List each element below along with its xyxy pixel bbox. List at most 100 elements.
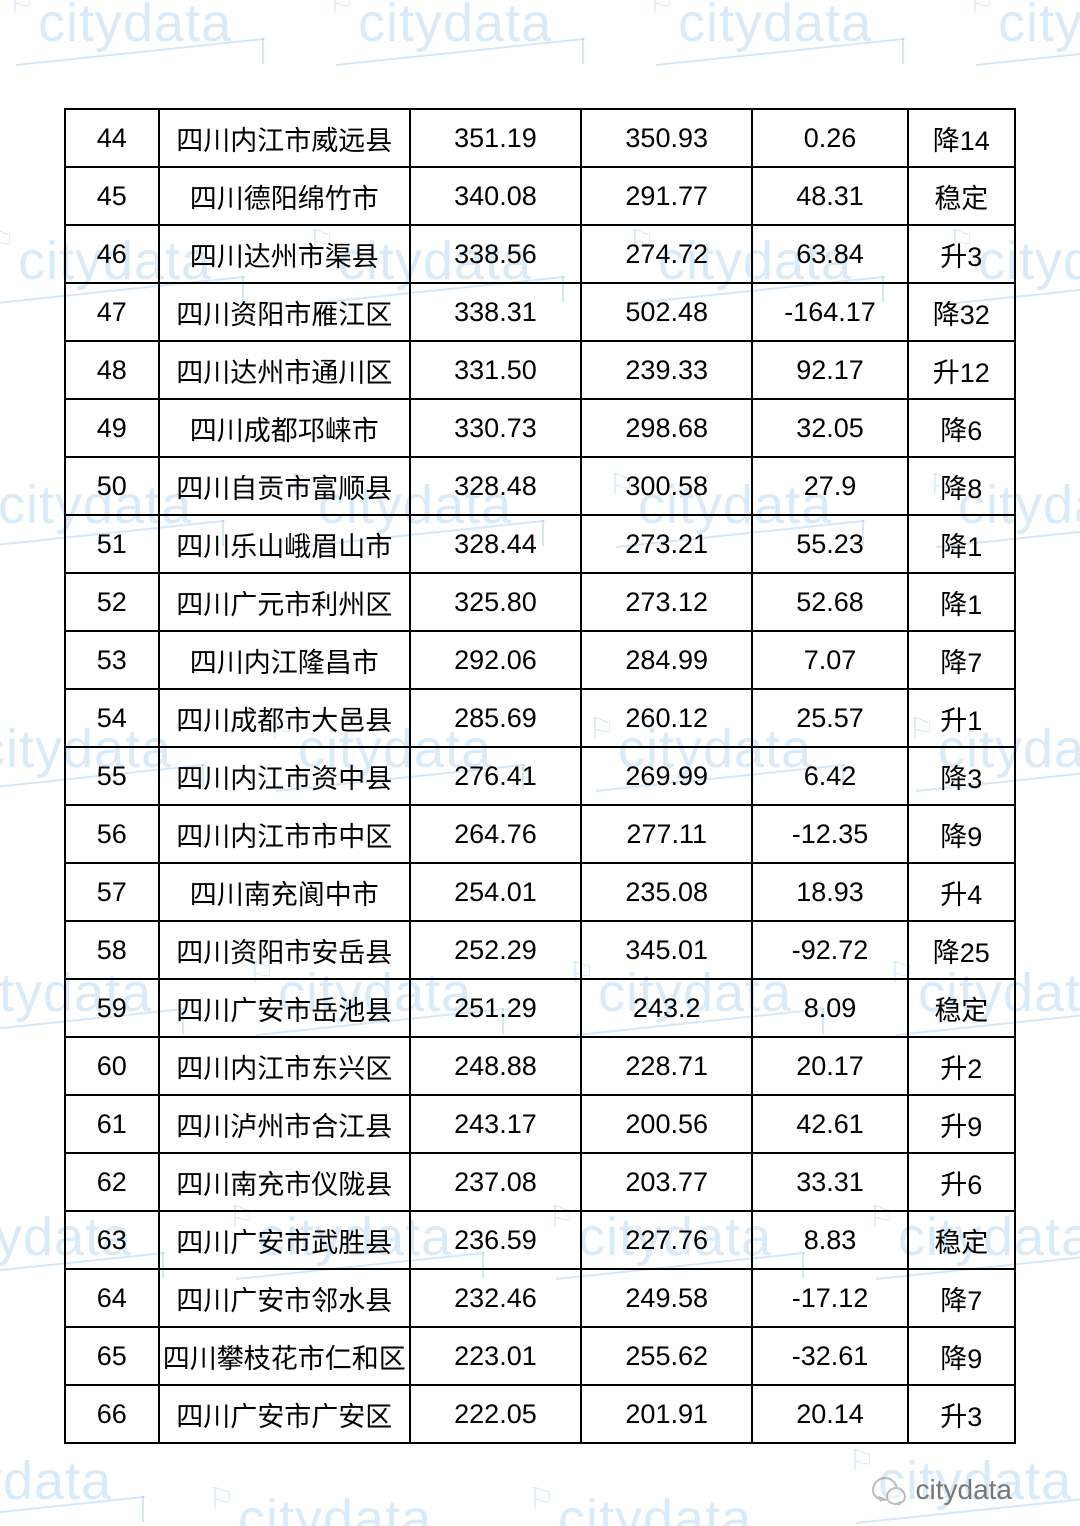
watermark-flag-icon: ⚐ <box>8 0 36 21</box>
watermark-flag-icon: ⚐ <box>648 0 676 21</box>
table-row: 46四川达州市渠县338.56274.7263.84升3 <box>65 225 1015 283</box>
change-cell: 稳定 <box>908 1211 1015 1269</box>
watermark-flag-icon: ⚐ <box>328 0 356 21</box>
value2-cell: 350.93 <box>581 109 752 167</box>
value1-cell: 325.80 <box>410 573 581 631</box>
change-cell: 降9 <box>908 1327 1015 1385</box>
region-cell: 四川内江隆昌市 <box>159 631 410 689</box>
diff-cell: 63.84 <box>752 225 907 283</box>
value1-cell: 351.19 <box>410 109 581 167</box>
rank-cell: 58 <box>65 921 159 979</box>
rank-cell: 56 <box>65 805 159 863</box>
change-cell: 降7 <box>908 631 1015 689</box>
rank-cell: 53 <box>65 631 159 689</box>
region-cell: 四川广安市岳池县 <box>159 979 410 1037</box>
watermark-text: citydata <box>38 0 232 54</box>
value2-cell: 291.77 <box>581 167 752 225</box>
table-row: 47四川资阳市雁江区338.31502.48-164.17降32 <box>65 283 1015 341</box>
table-row: 60四川内江市东兴区248.88228.7120.17升2 <box>65 1037 1015 1095</box>
rank-cell: 47 <box>65 283 159 341</box>
change-cell: 稳定 <box>908 979 1015 1037</box>
change-cell: 升6 <box>908 1153 1015 1211</box>
value1-cell: 237.08 <box>410 1153 581 1211</box>
value1-cell: 248.88 <box>410 1037 581 1095</box>
watermark-underline <box>16 38 265 66</box>
watermark-tick <box>262 38 264 64</box>
watermark-flag-icon: ⚐ <box>968 0 996 21</box>
region-cell: 四川德阳绵竹市 <box>159 167 410 225</box>
wechat-icon <box>872 1475 906 1505</box>
value2-cell: 345.01 <box>581 921 752 979</box>
value2-cell: 203.77 <box>581 1153 752 1211</box>
region-cell: 四川广安市武胜县 <box>159 1211 410 1269</box>
diff-cell: -17.12 <box>752 1269 907 1327</box>
table-row: 63四川广安市武胜县236.59227.768.83稳定 <box>65 1211 1015 1269</box>
change-cell: 降32 <box>908 283 1015 341</box>
value2-cell: 243.2 <box>581 979 752 1037</box>
value2-cell: 273.12 <box>581 573 752 631</box>
value1-cell: 236.59 <box>410 1211 581 1269</box>
table-row: 57四川南充阆中市254.01235.0818.93升4 <box>65 863 1015 921</box>
value2-cell: 260.12 <box>581 689 752 747</box>
diff-cell: 52.68 <box>752 573 907 631</box>
value1-cell: 276.41 <box>410 747 581 805</box>
watermark-text: citydata <box>238 1488 432 1526</box>
region-cell: 四川成都邛崃市 <box>159 399 410 457</box>
watermark-flag-icon: ⚐ <box>208 1482 236 1517</box>
region-cell: 四川广元市利州区 <box>159 573 410 631</box>
diff-cell: 0.26 <box>752 109 907 167</box>
value2-cell: 277.11 <box>581 805 752 863</box>
value1-cell: 328.48 <box>410 457 581 515</box>
watermark-tick <box>902 38 904 64</box>
table-row: 62四川南充市仪陇县237.08203.7733.31升6 <box>65 1153 1015 1211</box>
region-cell: 四川南充市仪陇县 <box>159 1153 410 1211</box>
value1-cell: 340.08 <box>410 167 581 225</box>
footer-credit: citydata <box>872 1474 1013 1506</box>
value1-cell: 252.29 <box>410 921 581 979</box>
value1-cell: 232.46 <box>410 1269 581 1327</box>
rank-cell: 55 <box>65 747 159 805</box>
value2-cell: 274.72 <box>581 225 752 283</box>
table-row: 64四川广安市邻水县232.46249.58-17.12降7 <box>65 1269 1015 1327</box>
region-cell: 四川内江市威远县 <box>159 109 410 167</box>
value2-cell: 255.62 <box>581 1327 752 1385</box>
diff-cell: 8.83 <box>752 1211 907 1269</box>
value2-cell: 239.33 <box>581 341 752 399</box>
region-cell: 四川内江市资中县 <box>159 747 410 805</box>
rank-cell: 44 <box>65 109 159 167</box>
region-cell: 四川资阳市安岳县 <box>159 921 410 979</box>
diff-cell: 27.9 <box>752 457 907 515</box>
value2-cell: 269.99 <box>581 747 752 805</box>
region-cell: 四川南充阆中市 <box>159 863 410 921</box>
change-cell: 降7 <box>908 1269 1015 1327</box>
change-cell: 升1 <box>908 689 1015 747</box>
value2-cell: 284.99 <box>581 631 752 689</box>
watermark-text: citydata <box>558 1488 752 1526</box>
change-cell: 升12 <box>908 341 1015 399</box>
rank-cell: 63 <box>65 1211 159 1269</box>
rank-cell: 60 <box>65 1037 159 1095</box>
region-cell: 四川泸州市合江县 <box>159 1095 410 1153</box>
diff-cell: 18.93 <box>752 863 907 921</box>
diff-cell: -164.17 <box>752 283 907 341</box>
value1-cell: 328.44 <box>410 515 581 573</box>
table-row: 61四川泸州市合江县243.17200.5642.61升9 <box>65 1095 1015 1153</box>
change-cell: 升2 <box>908 1037 1015 1095</box>
value2-cell: 235.08 <box>581 863 752 921</box>
value1-cell: 254.01 <box>410 863 581 921</box>
value2-cell: 502.48 <box>581 283 752 341</box>
table-row: 52四川广元市利州区325.80273.1252.68降1 <box>65 573 1015 631</box>
change-cell: 降25 <box>908 921 1015 979</box>
diff-cell: 48.31 <box>752 167 907 225</box>
diff-cell: 25.57 <box>752 689 907 747</box>
table-row: 51四川乐山峨眉山市328.44273.2155.23降1 <box>65 515 1015 573</box>
value1-cell: 251.29 <box>410 979 581 1037</box>
diff-cell: -12.35 <box>752 805 907 863</box>
value2-cell: 228.71 <box>581 1037 752 1095</box>
change-cell: 升4 <box>908 863 1015 921</box>
table-row: 53四川内江隆昌市292.06284.997.07降7 <box>65 631 1015 689</box>
table-row: 66四川广安市广安区222.05201.9120.14升3 <box>65 1385 1015 1443</box>
value1-cell: 338.56 <box>410 225 581 283</box>
value2-cell: 201.91 <box>581 1385 752 1443</box>
region-cell: 四川广安市邻水县 <box>159 1269 410 1327</box>
